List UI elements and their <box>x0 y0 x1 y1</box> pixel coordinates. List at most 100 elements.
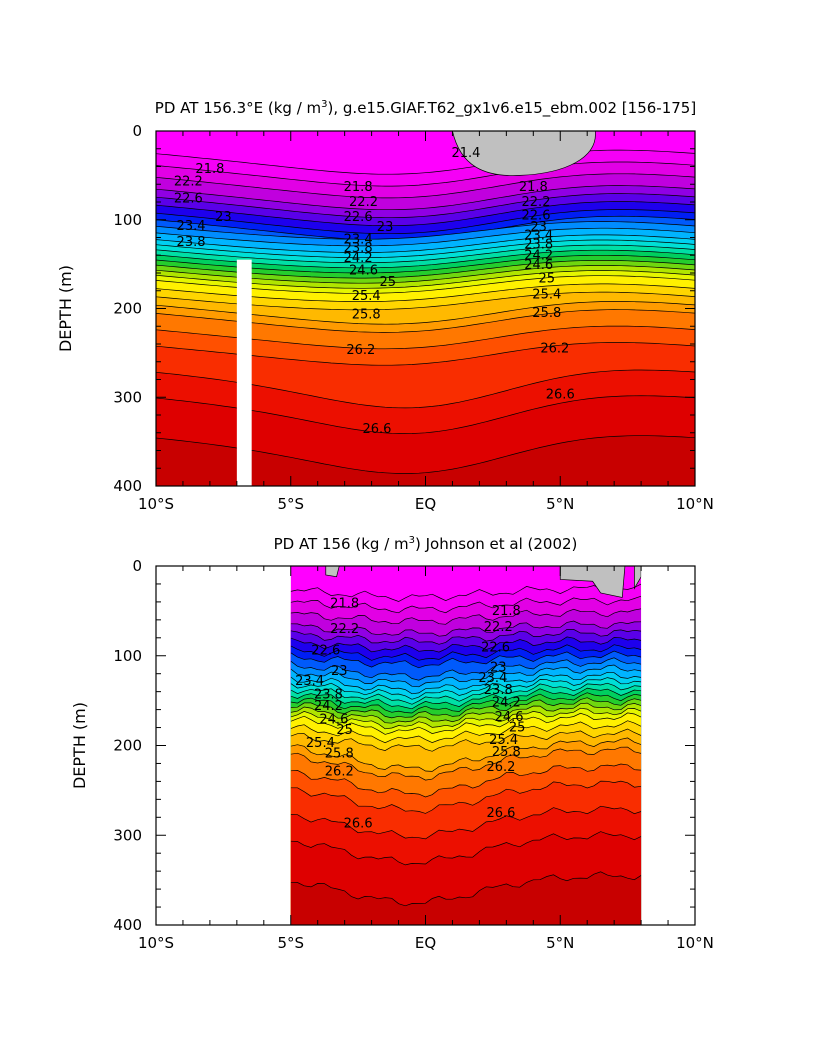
contour-line <box>290 763 642 798</box>
contour-line <box>156 161 695 187</box>
contour-label: 22.2 <box>330 622 359 637</box>
missing-data-region <box>452 131 596 176</box>
y-tick-label: 400 <box>113 477 142 495</box>
contour-label: 25.8 <box>352 308 381 323</box>
contour-line <box>290 707 642 730</box>
contour-label: 25 <box>336 723 353 738</box>
chart-title: PD AT 156.3°E (kg / m3), g.e15.GIAF.T62_… <box>155 99 696 118</box>
contour-label: 23.8 <box>344 241 373 256</box>
contour-line <box>290 644 642 661</box>
contour-line <box>290 737 642 772</box>
missing-data-region <box>559 566 626 598</box>
x-tick-label: 5°S <box>277 934 304 952</box>
title-rest: ), g.e15.GIAF.T62_gx1v6.e15_ebm.002 [156… <box>328 99 697 118</box>
title-main: PD AT 156.3°E (kg / m <box>155 99 321 117</box>
contour-label: 25.8 <box>492 745 521 760</box>
contour-line <box>290 682 642 705</box>
contour-label: 23 <box>377 220 394 235</box>
contour-label: 22.6 <box>522 208 551 223</box>
contour-label: 25 <box>539 271 556 286</box>
contour-line <box>290 595 642 614</box>
contour-label: 21.8 <box>195 162 224 177</box>
y-tick-label: 200 <box>113 300 142 318</box>
contour-line <box>156 193 695 219</box>
title-superscript: 3 <box>321 99 327 110</box>
contour-label: 26.6 <box>344 817 373 832</box>
y-axis-label: DEPTH (m) <box>70 702 89 789</box>
contour-label: 23 <box>530 220 547 235</box>
contour-line <box>290 746 642 781</box>
contour-line <box>290 697 642 719</box>
contour-line <box>156 185 695 211</box>
contour-label: 24.6 <box>349 263 378 278</box>
contour-label: 24.2 <box>492 695 521 710</box>
x-tick-label: 5°N <box>546 934 574 952</box>
title-main: PD AT 156 (kg / m <box>274 535 409 553</box>
contour-line <box>290 805 642 840</box>
contour-line <box>290 583 642 602</box>
y-tick-label: 200 <box>113 737 142 755</box>
title-rest: ) Johnson et al (2002) <box>415 535 577 553</box>
contour-label: 25 <box>379 275 396 290</box>
contour-line <box>290 650 642 669</box>
contour-line <box>156 173 695 199</box>
contour-label: 22.2 <box>484 620 513 635</box>
contour-label: 25 <box>509 721 526 736</box>
contour-line <box>156 234 695 253</box>
y-tick-label: 300 <box>113 388 142 406</box>
contour-label: 24.6 <box>319 712 348 727</box>
contour-line <box>156 227 695 247</box>
contour-label: 23 <box>490 660 507 675</box>
contour-line <box>290 692 642 714</box>
contour-label: 26.6 <box>546 388 575 403</box>
contour-label: 25.4 <box>532 287 561 302</box>
contour-line <box>290 608 642 625</box>
title-superscript: 3 <box>409 535 415 546</box>
contour-label: 22.2 <box>174 175 203 190</box>
contour-label: 22.2 <box>349 195 378 210</box>
contour-label: 24.6 <box>495 710 524 725</box>
contour-label: 23.4 <box>177 219 206 234</box>
contour-label: 23.8 <box>177 235 206 250</box>
y-tick-label: 100 <box>113 211 142 229</box>
y-tick-label: 400 <box>113 916 142 934</box>
x-tick-label: EQ <box>415 495 436 513</box>
contour-label: 21.8 <box>344 180 373 195</box>
contour-label: 23 <box>331 664 348 679</box>
y-tick-label: 100 <box>113 647 142 665</box>
contour-label: 23 <box>215 210 232 225</box>
contour-line <box>290 620 642 637</box>
contour-label: 24.2 <box>344 251 373 266</box>
x-tick-label: 10°S <box>138 495 174 513</box>
contour-line <box>290 780 642 814</box>
x-tick-label: 10°S <box>138 934 174 952</box>
x-tick-label: 10°N <box>676 934 714 952</box>
contour-label: 22.2 <box>522 195 551 210</box>
density-field <box>290 566 642 925</box>
missing-data-region <box>325 566 340 578</box>
y-tick-label: 0 <box>132 557 142 575</box>
y-tick-label: 300 <box>113 826 142 844</box>
contour-label: 26.6 <box>486 806 515 821</box>
contour-label: 24.6 <box>524 258 553 273</box>
contour-label: 22.6 <box>344 210 373 225</box>
contour-label: 22.6 <box>311 643 340 658</box>
contour-line <box>290 636 642 653</box>
contour-label: 21.8 <box>492 604 521 619</box>
contour-line <box>290 702 642 724</box>
contour-line <box>290 728 642 752</box>
contour-line <box>290 712 642 735</box>
contour-label: 25.8 <box>325 747 354 762</box>
contour-label: 21.8 <box>330 597 359 612</box>
filled-band <box>156 435 695 486</box>
missing-data-region <box>634 566 642 590</box>
contour-label: 25.4 <box>352 289 381 304</box>
contour-line <box>290 664 642 688</box>
missing-data-column <box>236 259 252 486</box>
contour-line <box>156 209 695 235</box>
x-tick-label: 5°N <box>546 495 574 513</box>
chart-panel-1: 21.421.821.8 21.822.222.2 22.222.622.6 22.6… <box>56 99 714 513</box>
contour-line <box>156 221 695 240</box>
filled-band <box>290 871 642 925</box>
